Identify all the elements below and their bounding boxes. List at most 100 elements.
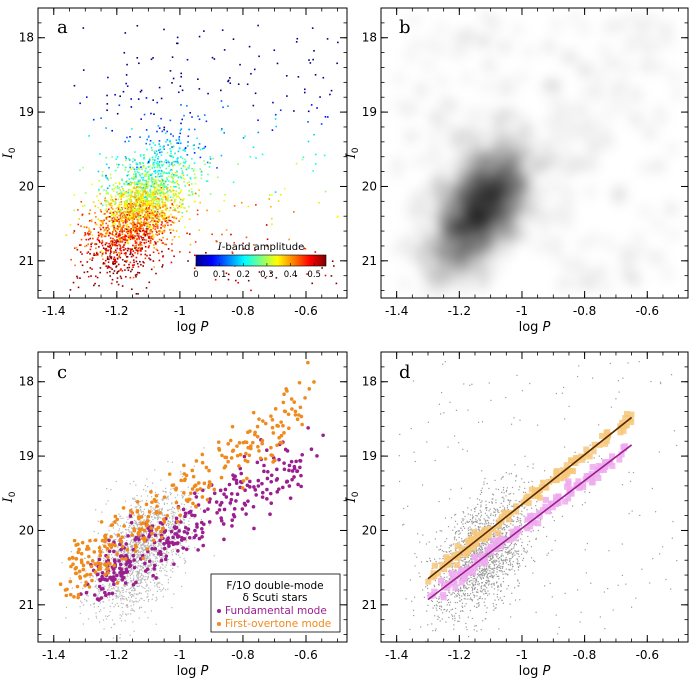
data-point: [128, 193, 131, 196]
data-point: [165, 205, 168, 208]
data-point: [171, 249, 173, 252]
density-blob: [559, 134, 572, 147]
background-star: [115, 538, 117, 541]
data-point: [152, 210, 154, 212]
data-point: [130, 192, 133, 195]
data-point: [148, 237, 150, 239]
data-point: [187, 135, 190, 138]
data-point: [112, 272, 115, 275]
data-point: [163, 28, 165, 31]
data-point: [135, 194, 137, 197]
data-point: [104, 199, 106, 202]
data-point: [185, 160, 187, 163]
data-point: [167, 248, 170, 250]
background-star: [138, 599, 141, 601]
data-point: [162, 163, 165, 166]
data-point: [120, 192, 122, 195]
data-point: [140, 193, 142, 195]
data-point: [175, 170, 178, 173]
data-point: [181, 211, 184, 214]
data-point: [111, 205, 114, 207]
data-point: [112, 242, 114, 245]
y-axis-label: I0: [344, 147, 361, 159]
data-point: [148, 281, 151, 284]
data-point: [140, 225, 143, 227]
data-point: [125, 219, 127, 221]
data-point: [158, 233, 160, 235]
data-point: [155, 221, 157, 224]
data-point: [168, 209, 171, 212]
data-point: [121, 270, 124, 272]
data-point: [153, 161, 156, 164]
data-point: [147, 193, 149, 196]
background-star: [86, 594, 88, 597]
data-point: [134, 192, 136, 194]
data-point: [102, 251, 105, 254]
data-point: [198, 88, 201, 90]
background-star: [165, 491, 167, 493]
background-star: [172, 571, 174, 573]
data-point: [149, 165, 151, 167]
data-point: [82, 205, 84, 207]
density-blob: [450, 214, 463, 227]
y-tick-label: 19: [19, 105, 34, 119]
background-star: [164, 553, 166, 555]
data-point: [93, 254, 96, 256]
background-star: [124, 575, 127, 578]
density-blob: [602, 107, 615, 120]
data-point: [145, 207, 148, 209]
data-point: [136, 212, 138, 214]
data-point: [110, 282, 113, 285]
background-star: [117, 643, 118, 644]
density-blob: [443, 169, 456, 182]
data-point: [134, 175, 137, 178]
data-point: [162, 191, 165, 194]
data-point: [156, 130, 158, 133]
data-point: [130, 208, 133, 211]
data-point: [158, 189, 161, 192]
data-point: [177, 142, 180, 144]
data-point: [162, 212, 165, 214]
data-point: [151, 219, 153, 222]
data-point: [140, 201, 143, 204]
data-point: [272, 101, 274, 104]
data-point: [138, 233, 140, 235]
data-point: [111, 199, 114, 201]
data-point: [105, 208, 108, 210]
data-point: [138, 209, 141, 211]
data-point: [171, 189, 174, 192]
background-star: [159, 589, 161, 591]
data-point: [176, 182, 179, 185]
data-point: [141, 195, 144, 198]
data-point: [142, 166, 145, 168]
background-star: [111, 569, 113, 571]
background-star: [133, 610, 136, 612]
data-point: [111, 244, 114, 246]
data-point: [153, 192, 156, 194]
data-point: [156, 163, 159, 166]
data-point: [136, 204, 139, 207]
data-point: [156, 240, 159, 243]
data-point: [171, 216, 174, 219]
background-star: [156, 573, 158, 575]
density-blob: [510, 169, 523, 182]
data-point: [326, 38, 329, 40]
data-point: [127, 188, 130, 191]
data-point: [125, 82, 127, 85]
data-point: [143, 221, 145, 224]
data-point: [145, 208, 147, 210]
data-point: [79, 102, 81, 105]
data-point: [84, 245, 86, 248]
data-point: [98, 179, 101, 182]
background-star: [174, 538, 176, 540]
data-point: [95, 216, 97, 218]
data-point: [81, 253, 83, 255]
data-point: [114, 234, 117, 237]
data-point: [156, 223, 159, 226]
data-point: [158, 230, 161, 233]
background-star: [148, 572, 150, 574]
background-star: [162, 499, 164, 501]
data-point: [147, 191, 150, 194]
background-star: [128, 517, 130, 519]
density-blob: [449, 248, 462, 261]
